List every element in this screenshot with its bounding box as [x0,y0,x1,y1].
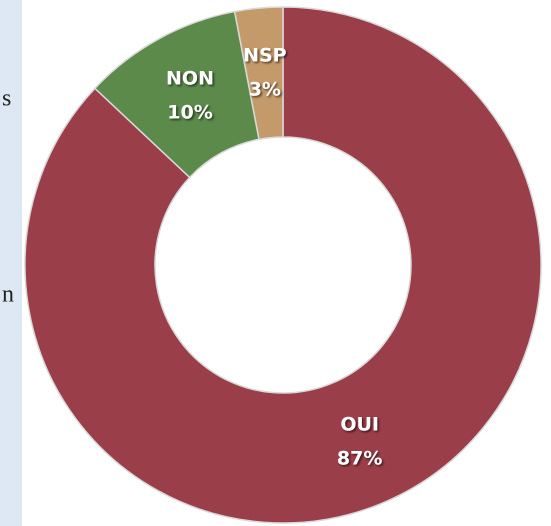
slice-value-label: 87% [337,448,382,470]
slice-category-label: OUI [340,414,379,436]
slice-value-label: 3% [249,78,281,100]
donut-slice [233,6,284,141]
slice-value-label: 10% [167,101,212,123]
slice-category-label: NSP [243,44,287,66]
side-panel [0,0,22,526]
side-text: s [2,86,11,112]
slice-category-label: NON [166,67,214,89]
donut-slice [24,6,542,524]
side-text: n [2,282,14,308]
